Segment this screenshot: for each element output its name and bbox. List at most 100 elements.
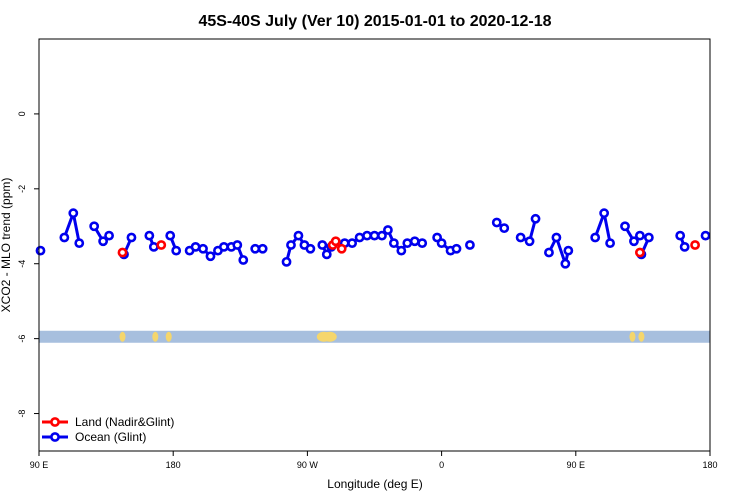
x-tick-label: 90 E [30,460,49,470]
map-strip-land [638,331,645,342]
data-point [165,230,176,241]
map-strip-land [165,331,172,342]
data-point [190,241,201,252]
y-tick-label: -6 [17,335,27,343]
data-point [530,213,541,224]
x-tick-label: 90 W [297,460,319,470]
legend-item-0: Land (Nadir&Glint) [42,415,174,429]
data-point [605,238,615,249]
series-line [547,236,570,266]
data-point [35,245,46,256]
legend-marker [50,417,60,427]
series-0 [117,236,700,258]
x-tick-label: 0 [439,460,444,470]
data-point [499,223,510,234]
data-point [515,232,526,243]
legend: Land (Nadir&Glint)Ocean (Glint) [42,415,174,444]
y-tick-label: -4 [17,260,27,268]
y-tick-label: 0 [17,111,27,116]
data-point [336,243,347,254]
data-point [238,255,249,265]
data-point [643,232,654,243]
map-strip [39,330,710,343]
plot-frame [38,38,711,452]
x-tick-label: 90 E [567,460,586,470]
data-point [218,241,229,252]
chart-title: 45S-40S July (Ver 10) 2015-01-01 to 2020… [198,13,551,30]
data-point [377,230,387,241]
data-point [74,238,85,249]
data-point [383,225,393,235]
map-strip-land [119,331,126,342]
data-point [544,247,554,258]
data-point [402,238,413,249]
legend-marker [50,432,60,442]
data-point [171,245,182,256]
data-point [257,243,268,254]
data-point [281,256,292,267]
y-tick-label: -2 [17,185,27,193]
data-point [675,230,686,241]
y-axis-label: XCO2 - MLO trend (ppm) [0,178,13,313]
x-axis-label: Longitude (deg E) [327,477,422,491]
data-point [330,236,341,247]
data-point [551,232,562,243]
legend-item-1: Ocean (Glint) [42,430,146,444]
map-strip-ocean [39,330,710,343]
data-point [491,217,502,228]
data-point [148,241,159,252]
data-point [317,240,328,250]
data-point [198,243,208,254]
data-point [388,238,399,249]
data-point [563,245,574,256]
data-point [117,247,128,258]
data-point [396,245,407,256]
data-point [362,230,372,241]
data-point [679,241,690,252]
data-point [250,243,261,254]
data-point [635,247,645,258]
data-point [700,230,711,241]
data-point [629,236,639,247]
map-strip-land [322,331,337,342]
x-tick-label: 180 [166,460,181,470]
data-point [144,230,155,241]
legend-label: Land (Nadir&Glint) [75,415,174,429]
data-point [409,236,420,247]
x-tick-label: 180 [702,460,717,470]
data-point [89,221,100,232]
data-point [465,240,475,250]
data-point [354,232,365,243]
data-point [524,236,535,247]
data-point [321,249,332,260]
data-point [205,251,216,262]
data-point [635,230,645,241]
data-point [417,238,428,249]
y-tick-label: -8 [17,410,27,418]
data-point [104,230,114,241]
data-point [286,240,296,250]
x-axis: 90 E 180 90 W 0 90 E 180 [30,451,718,470]
data-point [560,258,571,269]
y-axis: 0 -2 -4 -6 -8 [17,111,39,418]
data-point [690,240,700,250]
data-point [369,230,380,241]
series-1 [35,208,711,269]
data-point [293,230,304,241]
map-strip-land [152,331,159,342]
data-point [436,238,447,249]
data-point [305,243,316,254]
data-point [68,208,79,219]
data-point [126,232,137,243]
data-point [451,243,462,254]
data-point [347,238,358,249]
series-layer [35,208,711,269]
data-point [620,221,630,232]
legend-label: Ocean (Glint) [75,430,146,444]
data-point [156,240,167,250]
map-strip-land [629,331,636,342]
data-point [232,240,243,250]
data-point [98,236,109,247]
data-point [59,232,70,243]
